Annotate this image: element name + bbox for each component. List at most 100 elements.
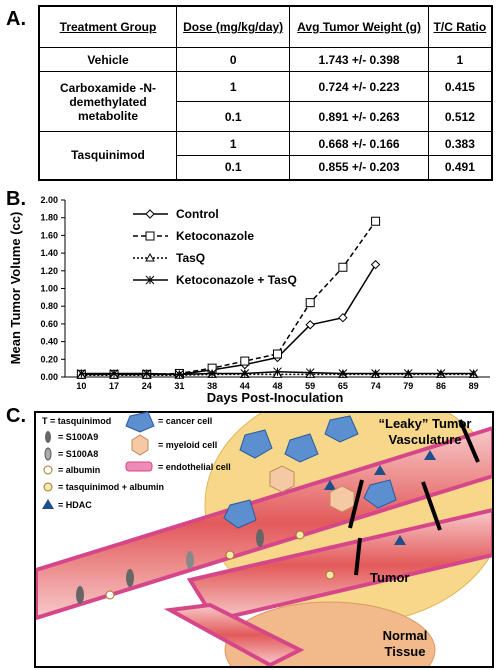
marker [436,369,446,378]
header-cell: Avg Tumor Weight (g) [289,5,429,48]
legend-text: = S100A8 [58,449,98,459]
header-row: Treatment Group Dose (mg/kg/day) Avg Tumor… [38,5,493,48]
vessel [36,426,492,621]
legend-text: = HDAC [58,500,92,510]
group-cell: Tasquinimod [38,131,177,180]
marker [175,369,184,379]
legend-icon [131,434,149,456]
legend-icon [43,465,53,475]
header-cell: T/C Ratio [427,5,493,48]
marker [240,356,250,366]
marker [305,320,315,330]
y-tick-label: 0.40 [40,337,58,347]
normal-label: Normal [383,628,428,643]
legend-label: Ketoconazole + TasQ [176,273,297,287]
legend-text: = myeloid cell [158,440,217,450]
x-tick-label: 31 [174,381,184,391]
albumin [105,590,115,600]
table-row: Carboxamide -N-demethylated metabolite 1 0… [38,71,493,132]
legend-icon [45,431,51,443]
vasculature-label: Vasculature [389,432,462,447]
legend-label: TasQ [176,251,205,265]
diagram-art [36,413,492,666]
normal-label: Tissue [385,644,426,659]
y-tick-label: 0.60 [40,319,58,329]
marker [142,369,152,378]
y-tick-label: 1.60 [40,230,58,240]
x-tick-label: 89 [469,381,479,391]
table-cell: 0.512 [427,101,493,132]
legend-text: = tasquinimod + albumin [58,482,164,492]
table-cell: 0.891 +/- 0.263 [289,101,429,132]
marker [338,312,348,323]
marker [371,369,380,378]
series-line [81,220,377,376]
marker [109,369,119,378]
diagram: T = tasquinimod = S100A9 = S100A8 = albu… [34,411,494,668]
x-tick-label: 74 [371,381,381,391]
table-cell: 0.724 +/- 0.223 [289,71,429,102]
y-tick-label: 1.80 [40,213,58,223]
marker [273,349,282,359]
marker [76,369,86,378]
line-chart: Days Post-Inoculation Mean Tumor Volume … [8,195,490,405]
panel-label: A. [6,8,26,30]
group-cell: Vehicle [38,47,177,72]
legend-label: Control [176,207,219,221]
x-tick-label: 48 [272,381,282,391]
albumin [325,570,335,580]
table-row: Tasquinimod 1 0.668 +/- 0.166 0.383 [38,131,493,180]
legend-icon [43,482,53,492]
arrow [348,479,364,529]
y-tick-label: 1.40 [40,248,58,258]
vasculature-label: “Leaky” Tumor [379,416,472,431]
marker [370,259,381,270]
x-tick-label: 79 [403,381,413,391]
y-tick-label: 0.80 [40,301,58,311]
hdac [374,465,386,475]
s100a9 [76,586,84,604]
s100a9 [256,529,264,547]
marker [305,368,315,377]
legend-marker [145,252,155,262]
marker [338,369,348,378]
table-cell: 0.383 [427,131,493,156]
legend-text: = endothelial cell [158,462,231,472]
cancer-cell [324,415,359,443]
table-cell: 0.1 [175,155,291,180]
results-table: Treatment Group Dose (mg/kg/day) Avg Tumor… [38,5,493,181]
legend-text: T = tasquinimod [42,416,111,426]
table-cell: 0 [175,47,291,72]
cancer-cell [223,499,257,529]
marker [371,216,381,226]
y-tick-label: 0.00 [40,372,58,382]
table-cell: 1 [175,71,291,102]
myeloid-cell [269,465,295,493]
panel-label: C. [6,405,26,427]
x-tick-label: 24 [142,381,152,391]
hdac [424,450,436,460]
marker [403,369,413,378]
s100a8 [186,551,194,569]
table-row: 0.1 0.855 +/- 0.203 0.491 [39,155,493,180]
header-cell: Dose (mg/kg/day) [175,5,291,48]
legend-marker [145,275,155,285]
x-tick-label: 86 [436,381,446,391]
legend-marker [145,231,155,241]
marker [305,298,315,308]
myeloid-cell [329,485,355,513]
hdac [324,480,336,490]
marker [240,369,250,378]
header-cell: Treatment Group [38,5,177,48]
legend-icon [44,447,52,461]
y-tick-label: 1.20 [40,266,58,276]
panel-label: B. [6,188,26,210]
table-cell: 1.743 +/- 0.398 [289,47,429,72]
arrow [458,419,480,463]
legend-label: Ketoconazole [176,229,254,243]
table-cell: 0.855 +/- 0.203 [289,155,429,180]
table-row: Vehicle 0 1.743 +/- 0.398 1 [38,47,493,72]
x-tick-label: 65 [338,381,348,391]
y-tick-label: 1.00 [40,284,58,294]
